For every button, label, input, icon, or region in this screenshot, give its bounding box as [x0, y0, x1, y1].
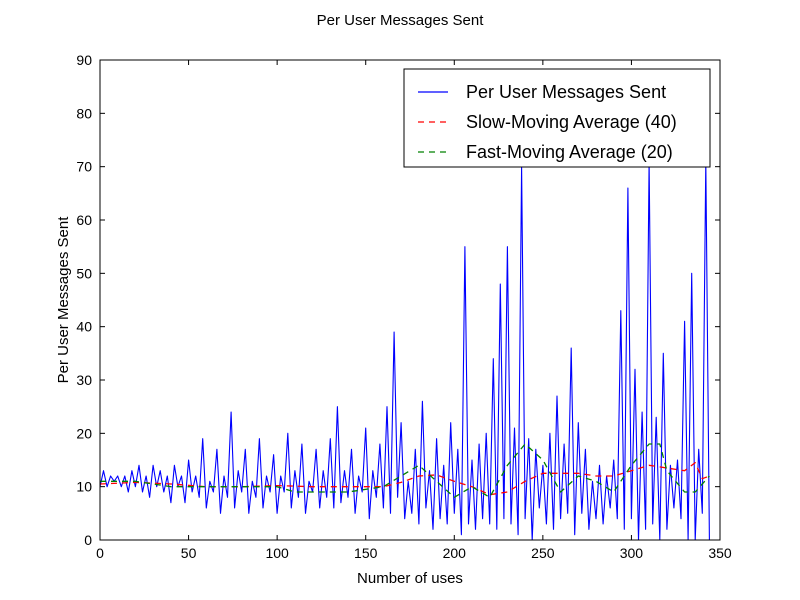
axis-ticks: 0 50 100 150 200 250 300 350 0 10 20 30 40 50 60 70 80 90: [76, 52, 731, 561]
chart-title: Per User Messages Sent: [317, 12, 485, 29]
x-tick-label: 150: [354, 545, 378, 561]
y-tick-label: 20: [76, 425, 92, 441]
series-line-messages-sent: [100, 160, 710, 540]
y-tick-label: 0: [84, 532, 92, 548]
y-axis-label: Per User Messages Sent: [55, 216, 72, 384]
x-tick-label: 0: [96, 545, 104, 561]
x-tick-label: 250: [531, 545, 555, 561]
x-tick-label: 50: [181, 545, 197, 561]
x-tick-label: 300: [620, 545, 644, 561]
legend-label-messages-sent: Per User Messages Sent: [466, 82, 666, 102]
x-axis-label: Number of uses: [357, 570, 463, 587]
series-layer: [100, 160, 710, 540]
series-line-slow-moving-average: [100, 462, 710, 496]
plot-frame: [99, 59, 721, 541]
legend: Per User Messages Sent Slow-Moving Averag…: [403, 68, 711, 168]
y-tick-label: 40: [76, 319, 92, 335]
y-tick-label: 80: [76, 105, 92, 121]
y-tick-label: 70: [76, 159, 92, 175]
x-tick-label: 100: [265, 545, 289, 561]
legend-label-slow-moving-average: Slow-Moving Average (40): [466, 112, 677, 132]
y-tick-label: 10: [76, 479, 92, 495]
series-line-fast-moving-average: [100, 443, 710, 498]
x-tick-label: 200: [443, 545, 467, 561]
y-tick-label: 50: [76, 265, 92, 281]
y-tick-label: 90: [76, 52, 92, 68]
y-tick-label: 30: [76, 372, 92, 388]
legend-entries: Per User Messages Sent Slow-Moving Averag…: [418, 82, 677, 162]
legend-box: [403, 68, 711, 168]
x-tick-label: 350: [708, 545, 732, 561]
legend-label-fast-moving-average: Fast-Moving Average (20): [466, 142, 673, 162]
y-tick-label: 60: [76, 212, 92, 228]
